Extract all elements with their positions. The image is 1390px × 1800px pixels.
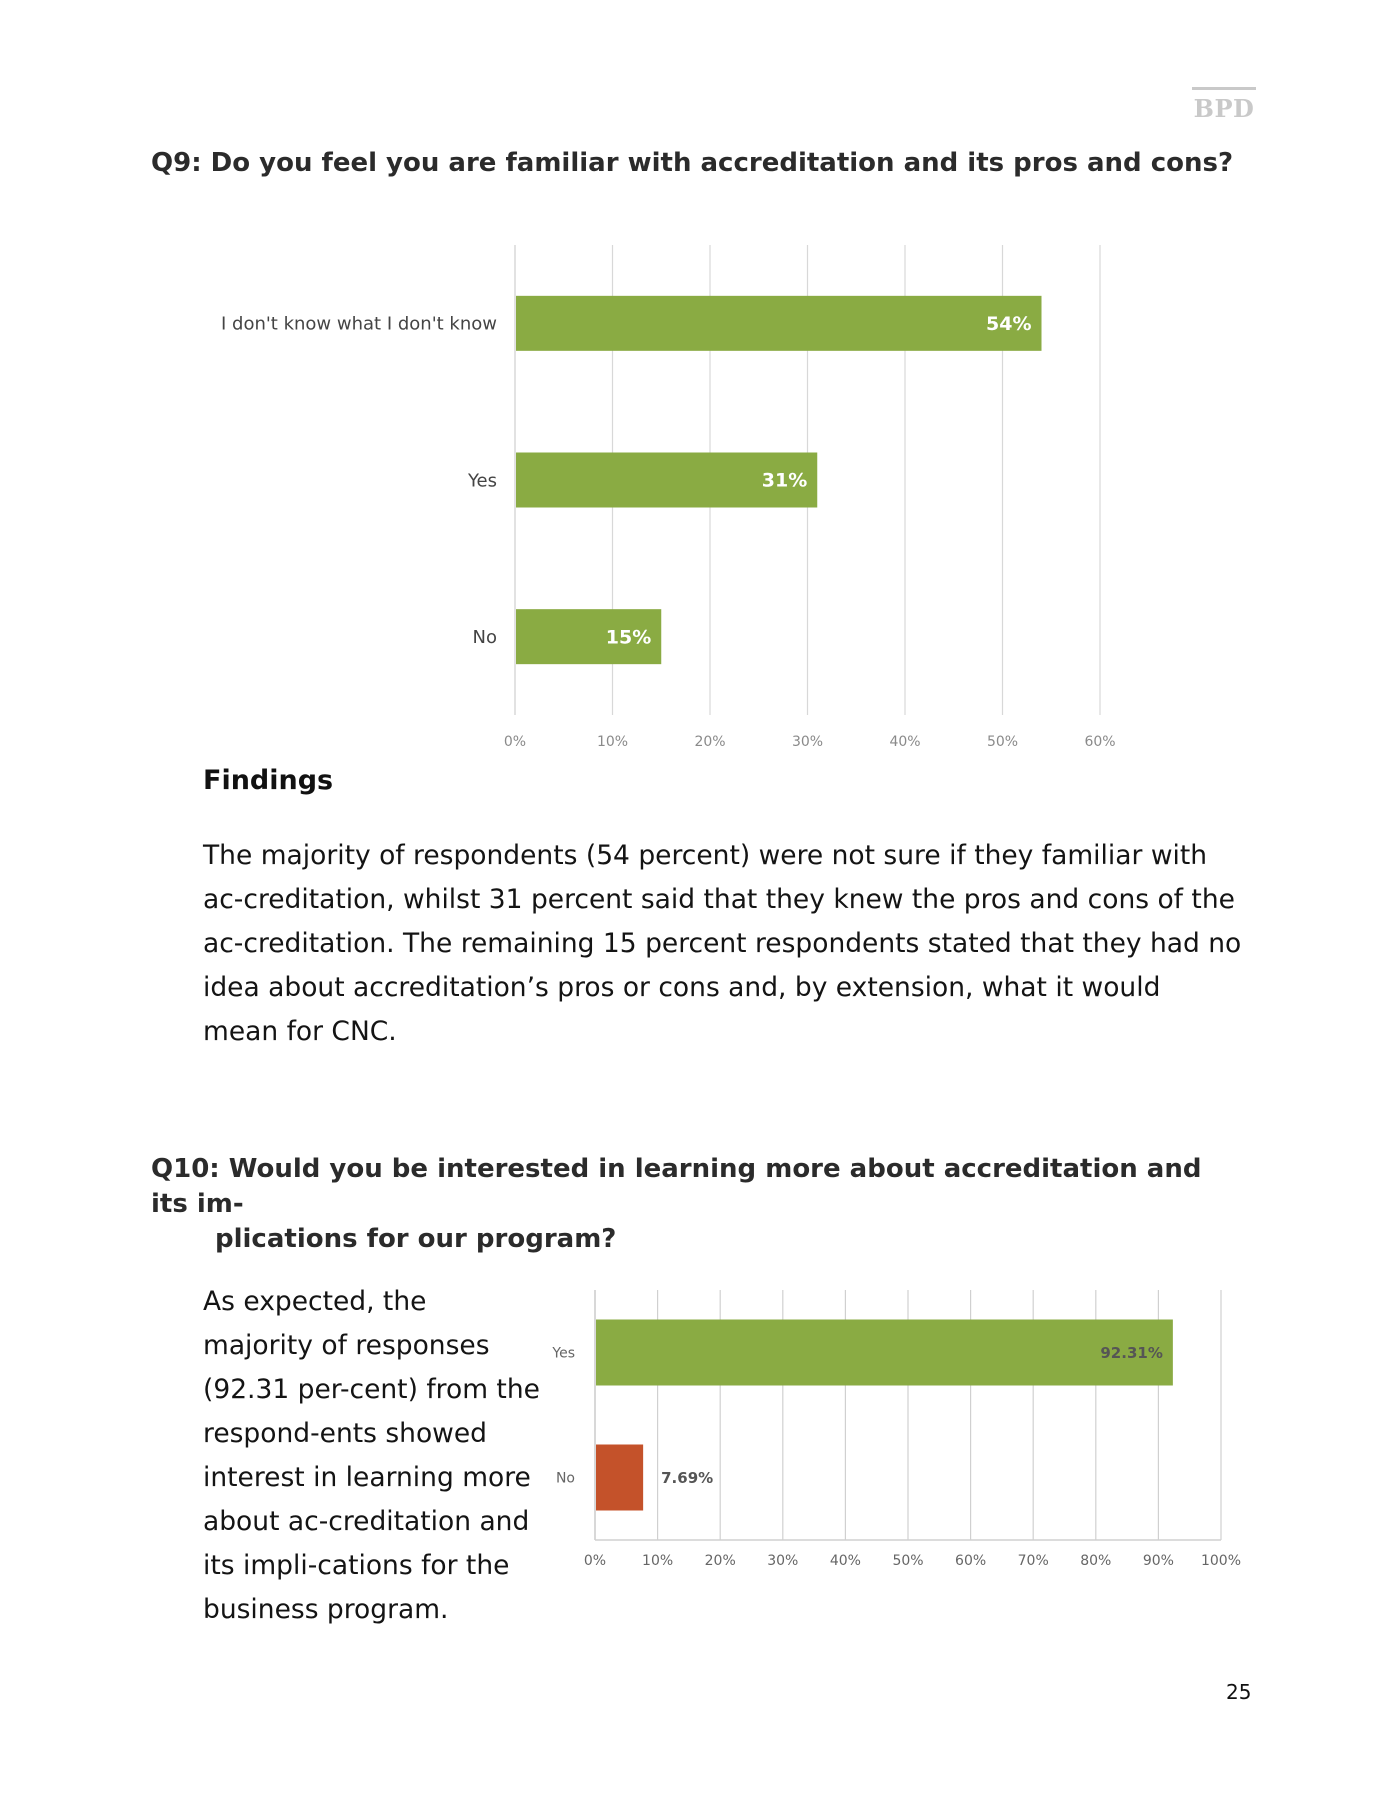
x-tick-label: 100% [1201, 1553, 1241, 1569]
data-label: 54% [986, 313, 1031, 335]
category-label: I don't know what I don't know [221, 314, 497, 335]
q9-bar-chart: 0% 10% 20% 30% 40% 50% 60% I don't know what I … [221, 245, 1116, 750]
q10-title-line1: Q10: Would you be interested in learning… [151, 1154, 1202, 1219]
x-tick-label: 70% [1018, 1553, 1049, 1569]
category-label: Yes [467, 470, 497, 491]
data-label: 15% [606, 626, 651, 648]
x-tick-label: 60% [1084, 734, 1115, 750]
q10-bar-chart: 0% 10% 20% 30% 40% 50% 60% 70% 80% 90% 100% Yes 92.3… [551, 1290, 1241, 1569]
x-tick-label: 20% [694, 734, 725, 750]
q10-paragraph: As expected, the majority of responses (… [203, 1286, 540, 1625]
bar [516, 452, 818, 508]
bar [516, 609, 662, 665]
x-tick-label: 60% [955, 1553, 986, 1569]
category-label: Yes [551, 1345, 575, 1361]
logo-rule [1192, 87, 1256, 90]
x-tick-label: 20% [705, 1553, 736, 1569]
bpd-logo: BPD [1192, 87, 1256, 123]
q9-title: Q9: Do you feel you are familiar with ac… [151, 148, 1234, 178]
x-tick-label: 40% [830, 1553, 861, 1569]
findings-heading: Findings [203, 765, 334, 796]
bar [516, 295, 1042, 351]
bar [596, 1319, 1173, 1386]
q10-title-line2: plications for our program? [215, 1224, 617, 1254]
logo-text: BPD [1193, 94, 1255, 123]
x-tick-label: 90% [1143, 1553, 1174, 1569]
bar [596, 1444, 644, 1511]
x-tick-label: 0% [584, 1553, 606, 1569]
q10-title: Q10: Would you be interested in learning… [151, 1152, 1231, 1257]
findings-paragraph: The majority of respondents (54 percent)… [203, 840, 1242, 1047]
category-label: No [473, 627, 497, 648]
category-label: No [556, 1470, 575, 1486]
data-label: 31% [762, 470, 807, 492]
x-tick-label: 30% [767, 1553, 798, 1569]
page-number: 25 [1226, 1680, 1252, 1704]
x-tick-label: 0% [504, 734, 526, 750]
x-tick-label: 30% [792, 734, 823, 750]
x-tick-label: 50% [987, 734, 1018, 750]
x-tick-label: 50% [892, 1553, 923, 1569]
x-tick-label: 10% [597, 734, 628, 750]
x-tick-label: 10% [642, 1553, 673, 1569]
data-label: 92.31% [1100, 1344, 1162, 1362]
x-tick-label: 40% [889, 734, 920, 750]
x-tick-label: 80% [1080, 1553, 1111, 1569]
data-label: 7.69% [661, 1469, 713, 1487]
